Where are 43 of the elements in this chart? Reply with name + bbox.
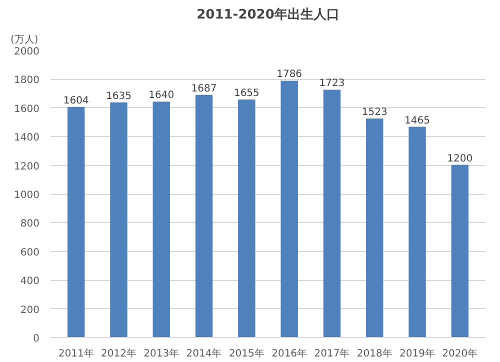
x-tick-label: 2018年 <box>356 348 392 360</box>
x-tick-label: 2012年 <box>101 348 136 360</box>
chart-title: 2011-2020年出生人口 <box>196 8 340 22</box>
x-tick-label: 2014年 <box>186 348 222 360</box>
y-tick-label: 1400 <box>14 132 40 144</box>
y-axis-title: (万人) <box>10 34 38 46</box>
data-label: 1655 <box>234 88 260 100</box>
data-label: 1786 <box>276 69 302 80</box>
y-tick-label: 800 <box>20 218 40 230</box>
y-tick-label: 600 <box>20 247 40 258</box>
data-label: 1723 <box>319 78 345 90</box>
x-tick-label: 2011年 <box>58 348 94 360</box>
bar <box>238 100 256 338</box>
bar <box>152 102 170 338</box>
y-tick-label: 1200 <box>14 161 40 172</box>
bar <box>451 164 469 338</box>
x-tick-label: 2017年 <box>314 348 350 360</box>
bar <box>67 106 85 338</box>
data-label: 1465 <box>404 115 430 126</box>
data-label: 1604 <box>63 95 89 106</box>
bar <box>323 90 341 338</box>
y-tick-label: 200 <box>20 304 40 316</box>
y-tick-label: 0 <box>33 334 40 344</box>
bar <box>366 118 384 338</box>
x-tick-label: 2016年 <box>272 348 308 360</box>
y-tick-label: 1600 <box>14 104 40 115</box>
bar <box>280 80 298 338</box>
bar <box>110 102 128 338</box>
x-tick-label: 2015年 <box>228 348 264 360</box>
bar <box>408 126 426 338</box>
data-label: 1687 <box>191 83 217 94</box>
x-tick-label: 2020年 <box>442 348 478 360</box>
data-label: 1200 <box>447 153 473 164</box>
x-tick-label: 2019年 <box>400 348 435 360</box>
y-tick-label: 400 <box>20 276 40 288</box>
data-label: 1640 <box>148 90 174 102</box>
bar <box>195 94 213 338</box>
data-label: 1523 <box>362 106 388 118</box>
data-label: 1635 <box>106 90 132 102</box>
y-tick-label: 2000 <box>14 46 40 58</box>
y-tick-label: 1000 <box>14 190 40 201</box>
x-tick-label: 2013年 <box>144 348 180 360</box>
y-tick-label: 1800 <box>14 75 40 86</box>
